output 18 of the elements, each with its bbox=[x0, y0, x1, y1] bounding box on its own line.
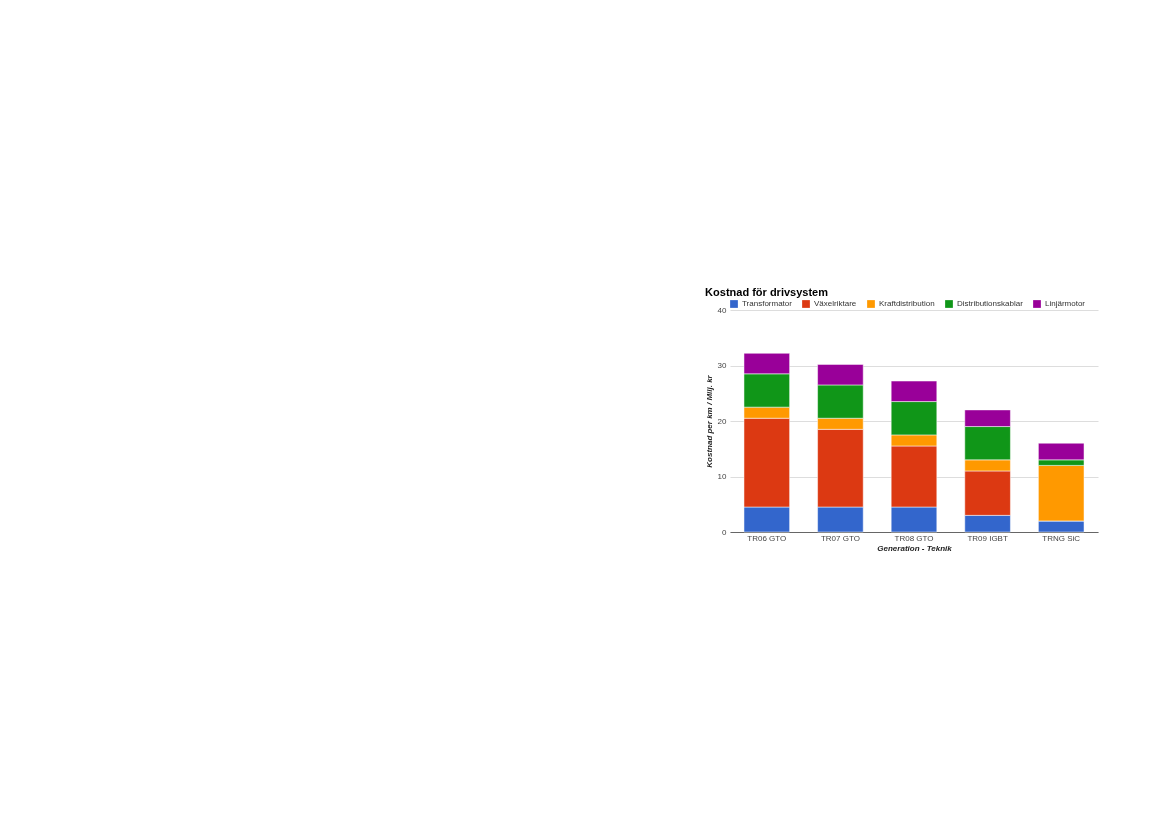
y-tick-label: 20 bbox=[717, 416, 728, 426]
x-axis-title: Generation - Teknik bbox=[877, 543, 953, 553]
x-tick-label: TR07 GTO bbox=[820, 533, 860, 543]
x-tick-label: TR09 IGBT bbox=[967, 533, 1008, 543]
y-axis-title: Kostnad per km / Milj. kr bbox=[704, 374, 714, 468]
legend-label: Distributionskablar bbox=[957, 299, 1024, 308]
x-tick-label: TR06 GTO bbox=[747, 533, 787, 543]
legend-label: Linjärmotor bbox=[1045, 299, 1086, 308]
y-tick-label: 30 bbox=[717, 361, 728, 370]
x-tick-label: TR08 GTO bbox=[894, 533, 934, 543]
x-tick-label: TRNG SiC bbox=[1042, 533, 1081, 543]
y-tick-label: 40 bbox=[717, 305, 728, 315]
y-tick-label: 0 bbox=[722, 527, 728, 537]
legend-label: Transformator bbox=[742, 299, 793, 308]
legend-label: Växelriktare bbox=[814, 299, 857, 308]
y-tick-label: 10 bbox=[717, 472, 728, 481]
legend-label: Kraftdistribution bbox=[879, 299, 935, 308]
chart-title: Kostnad för drivsystem bbox=[705, 286, 829, 298]
